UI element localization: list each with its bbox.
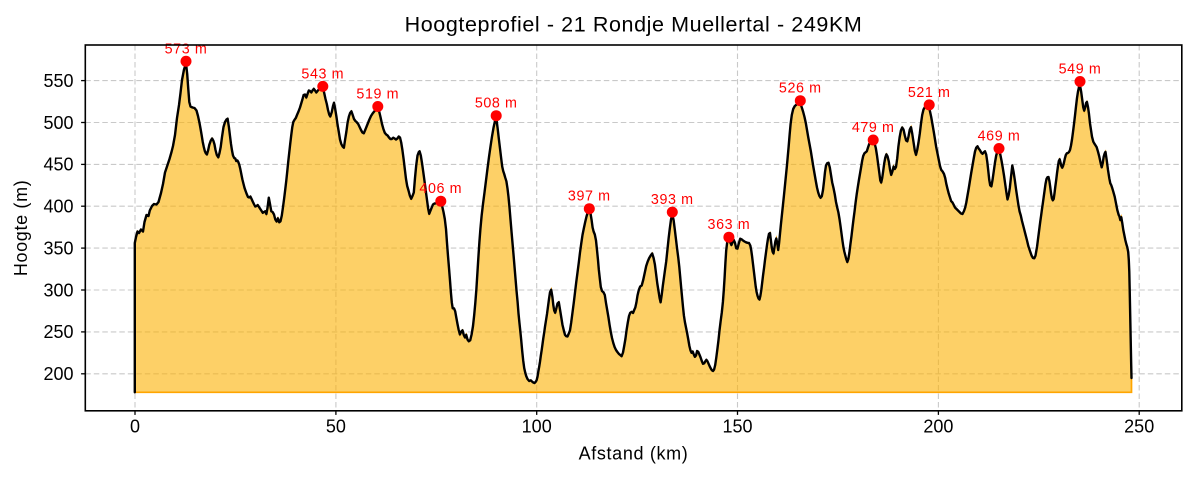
svg-text:469 m: 469 m — [978, 129, 1021, 145]
svg-text:400: 400 — [43, 197, 73, 217]
svg-text:100: 100 — [522, 417, 552, 437]
svg-text:500: 500 — [43, 113, 73, 133]
svg-text:406 m: 406 m — [419, 181, 462, 197]
svg-text:Afstand (km): Afstand (km) — [579, 444, 689, 464]
svg-text:479 m: 479 m — [852, 120, 895, 136]
svg-text:200: 200 — [923, 417, 953, 437]
svg-text:521 m: 521 m — [908, 85, 951, 101]
svg-text:350: 350 — [43, 238, 73, 258]
svg-text:393 m: 393 m — [651, 192, 694, 208]
svg-text:250: 250 — [43, 322, 73, 342]
svg-text:150: 150 — [722, 417, 752, 437]
svg-text:50: 50 — [326, 417, 346, 437]
svg-text:0: 0 — [130, 417, 140, 437]
svg-text:397 m: 397 m — [568, 189, 611, 205]
svg-text:519 m: 519 m — [356, 87, 399, 103]
svg-text:250: 250 — [1124, 417, 1154, 437]
svg-text:Hoogteprofiel - 21 Rondje Muel: Hoogteprofiel - 21 Rondje Muellertal - 2… — [405, 13, 863, 37]
svg-text:450: 450 — [43, 155, 73, 175]
svg-text:526 m: 526 m — [779, 81, 822, 97]
svg-text:Hoogte (m): Hoogte (m) — [11, 180, 31, 277]
svg-text:363 m: 363 m — [708, 217, 751, 233]
svg-text:508 m: 508 m — [475, 96, 518, 112]
svg-text:543 m: 543 m — [301, 66, 344, 82]
svg-text:550: 550 — [43, 71, 73, 91]
svg-text:573 m: 573 m — [165, 41, 208, 57]
svg-text:549 m: 549 m — [1059, 62, 1102, 78]
svg-text:300: 300 — [43, 280, 73, 300]
svg-text:200: 200 — [43, 364, 73, 384]
